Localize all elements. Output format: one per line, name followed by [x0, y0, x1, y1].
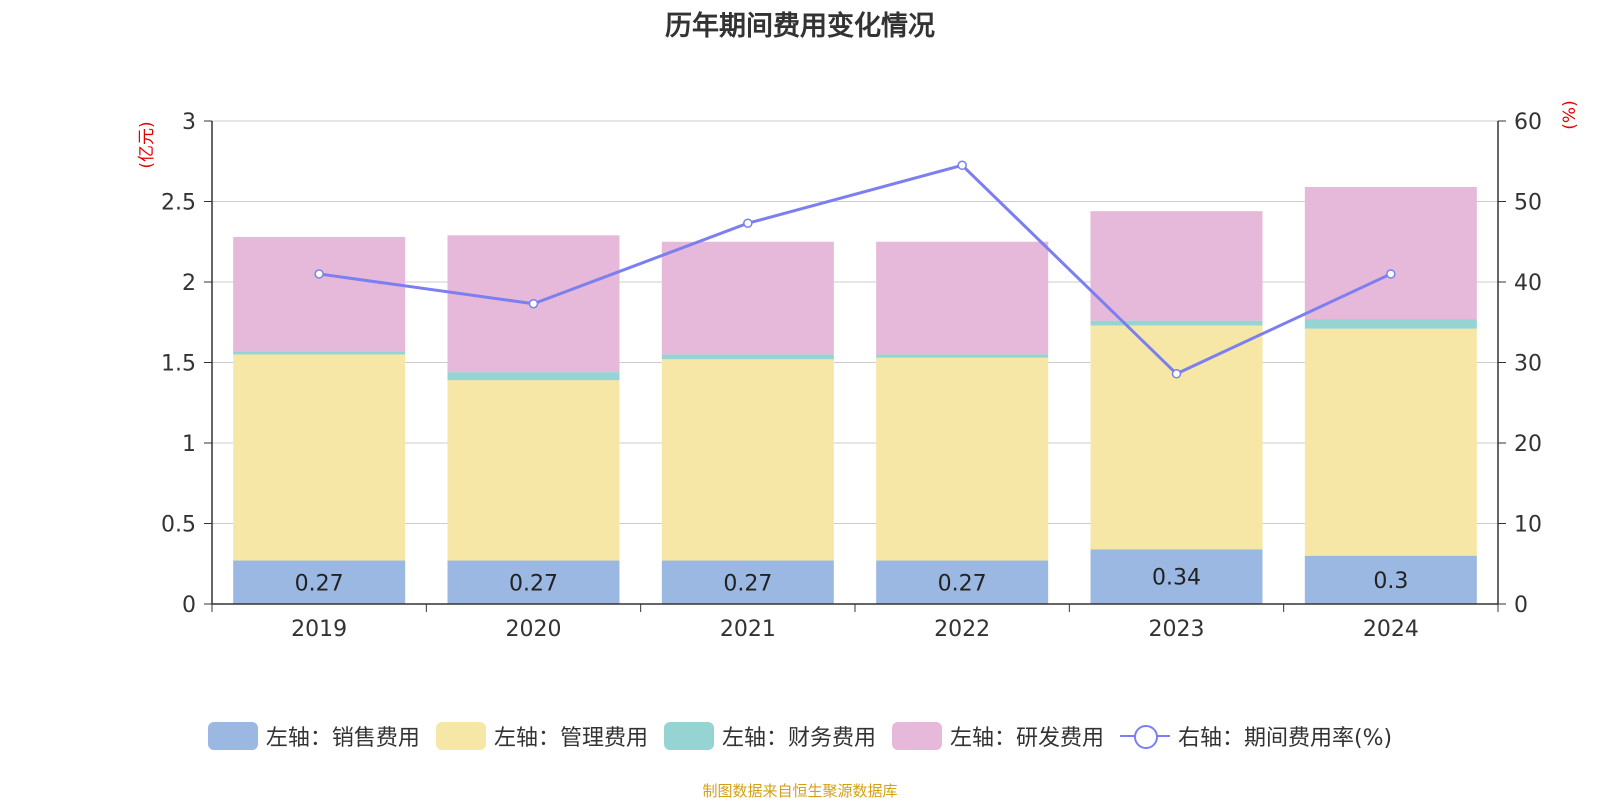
bar-finance-2023 [1090, 320, 1263, 326]
point-rate-2023 [1171, 369, 1182, 379]
left-tick-label: 2 [182, 271, 196, 296]
data-label-sales-2020: 0.27 [509, 571, 558, 596]
legend-swatch-sales [207, 722, 258, 750]
right-tick-label: 40 [1514, 271, 1542, 296]
point-rate-2020 [528, 298, 539, 309]
bar-admin-2020 [447, 380, 620, 561]
right-tick-label: 60 [1514, 110, 1542, 135]
bar-admin-2021 [661, 359, 834, 561]
x-tick-label: 2023 [1149, 617, 1205, 642]
bar-admin-2024 [1304, 328, 1477, 556]
left-axis-unit: (亿元) [137, 121, 157, 168]
data-label-sales-2024: 0.3 [1373, 569, 1408, 594]
bar-finance-2019 [233, 351, 406, 355]
left-tick-label: 3 [182, 110, 196, 135]
bar-sales-2023 [1090, 549, 1263, 604]
legend-item-rd[interactable]: 左轴：研发费用 [891, 720, 1104, 752]
legend-item-admin[interactable]: 左轴：管理费用 [435, 720, 648, 752]
legend-label: 左轴：销售费用 [265, 726, 420, 751]
left-tick-label: 0.5 [161, 513, 196, 538]
bar-sales-2021 [661, 560, 834, 604]
x-tick-label: 2022 [934, 617, 990, 642]
x-tick-label: 2020 [506, 617, 562, 642]
x-tick-label: 2021 [720, 617, 776, 642]
legend-label: 左轴：财务费用 [721, 726, 876, 751]
legend-label: 右轴：期间费用率(%) [1177, 726, 1393, 751]
point-rate-2021 [743, 218, 753, 228]
x-tick-label: 2019 [291, 617, 347, 642]
left-tick-label: 1.5 [161, 352, 196, 377]
legend-label: 左轴：管理费用 [493, 726, 648, 751]
right-tick-label: 0 [1514, 593, 1528, 618]
data-label-sales-2021: 0.27 [723, 571, 772, 596]
bar-admin-2022 [876, 357, 1049, 561]
bar-rd-2021 [661, 241, 834, 355]
data-label-sales-2022: 0.27 [938, 571, 987, 596]
right-axis-unit: (%) [1560, 100, 1580, 129]
bar-admin-2019 [233, 354, 406, 561]
bar-sales-2022 [876, 560, 1049, 604]
legend: 左轴：销售费用 左轴：管理费用 左轴：财务费用 左轴：研发费用 右轴：期间费用率(%) [0, 720, 1600, 752]
legend-swatch-rd [891, 722, 942, 750]
bar-sales-2019 [233, 560, 406, 604]
legend-item-sales[interactable]: 左轴：销售费用 [207, 720, 420, 752]
bar-sales-2020 [447, 560, 620, 604]
legend-swatch-finance [663, 722, 714, 750]
legend-swatch-admin [435, 722, 486, 750]
x-tick-label: 2024 [1363, 617, 1419, 642]
bar-rd-2023 [1090, 211, 1263, 321]
line-rate [318, 163, 1392, 376]
chart: 00.511.522.530102030405060(亿元)(%)0.27201… [137, 100, 1580, 642]
left-tick-label: 0 [182, 593, 196, 618]
right-tick-label: 30 [1514, 352, 1542, 377]
point-rate-2019 [314, 269, 324, 279]
source-note: 制图数据来自恒生聚源数据库 [702, 782, 898, 800]
bar-admin-2023 [1090, 325, 1263, 550]
legend-label: 左轴：研发费用 [949, 726, 1104, 751]
point-rate-2022 [957, 160, 967, 171]
data-label-sales-2023: 0.34 [1152, 566, 1201, 591]
chart-title: 历年期间费用变化情况 [665, 11, 935, 42]
bar-finance-2020 [447, 372, 620, 381]
bar-rd-2022 [876, 241, 1049, 355]
right-tick-label: 10 [1514, 513, 1542, 538]
bar-rd-2024 [1304, 187, 1477, 320]
bar-finance-2022 [876, 354, 1049, 358]
legend-item-rate[interactable]: 右轴：期间费用率(%) [1119, 720, 1393, 752]
point-rate-2024 [1386, 269, 1396, 279]
bar-finance-2024 [1304, 319, 1477, 329]
legend-item-finance[interactable]: 左轴：财务费用 [663, 720, 876, 752]
left-tick-label: 1 [182, 432, 196, 457]
right-tick-label: 20 [1514, 432, 1542, 457]
left-tick-label: 2.5 [161, 191, 196, 216]
bar-finance-2021 [661, 354, 834, 360]
right-tick-label: 50 [1514, 191, 1542, 216]
bar-rd-2019 [233, 236, 406, 352]
data-label-sales-2019: 0.27 [295, 571, 344, 596]
legend-swatch-rate [1119, 722, 1170, 750]
bar-sales-2024 [1304, 555, 1477, 604]
